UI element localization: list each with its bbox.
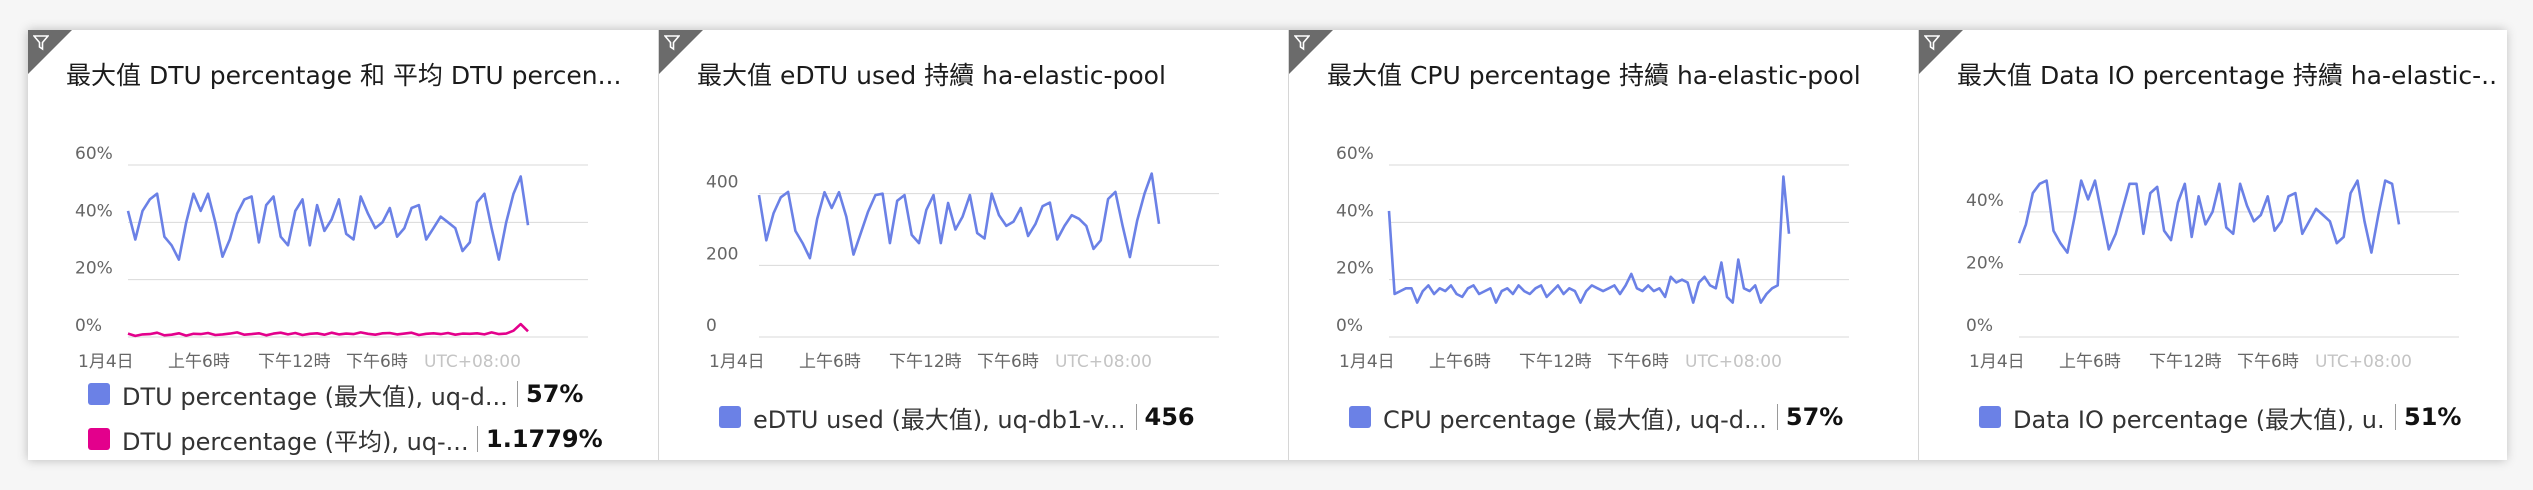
- x-tick-label: 上午6時: [2059, 352, 2121, 372]
- timezone-label: UTC+08:00: [1685, 352, 1782, 372]
- x-tick-label: 下午12時: [258, 352, 331, 372]
- x-tick-label: 下午6時: [346, 352, 408, 372]
- y-tick-label: 0%: [1336, 316, 1363, 336]
- x-tick-label: 上午6時: [168, 352, 230, 372]
- legend-value: 456: [1144, 403, 1195, 431]
- legend-label: DTU percentage (平均), uq-...: [122, 427, 467, 456]
- timezone-label: UTC+08:00: [2315, 352, 2412, 372]
- y-tick-label: 60%: [75, 144, 113, 164]
- legend-item-cpu-max[interactable]: CPU percentage (最大值), uq-d... 57%: [1349, 400, 1843, 434]
- line-chart: 0 200 400 1月4日 上午6時 下午12時 下午6時 UTC+08:00: [706, 172, 1219, 372]
- y-tick-label: 20%: [75, 259, 113, 279]
- chart-tile-cpu[interactable]: 最大值 CPU percentage 持續 ha-elastic-pool 0%…: [1288, 30, 1911, 460]
- chart-tile-dataio[interactable]: 最大值 Data IO percentage 持續 ha-elastic-...…: [1918, 30, 2507, 460]
- series-line: [126, 175, 530, 261]
- chart-tile-dtu[interactable]: 最大值 DTU percentage 和 平均 DTU percen... 0%…: [28, 30, 650, 460]
- x-tick-label: 下午6時: [2237, 352, 2299, 372]
- y-tick-label: 400: [706, 173, 738, 193]
- legend-label: CPU percentage (最大值), uq-d...: [1383, 405, 1767, 434]
- y-tick-label: 20%: [1966, 253, 2004, 273]
- line-chart: 0% 20% 40% 60% 1月4日 上午6時 下午12時 下午6時 UTC+08:00: [1336, 144, 1849, 372]
- x-tick-label: 下午6時: [977, 352, 1039, 372]
- legend-label: eDTU used (最大值), uq-db1-v...: [753, 405, 1126, 434]
- legend-swatch: [1979, 406, 2001, 428]
- x-tick-label: 下午12時: [2149, 352, 2222, 372]
- tile-title: 最大值 eDTU used 持續 ha-elastic-pool: [697, 61, 1166, 90]
- tile-title: 最大值 DTU percentage 和 平均 DTU percen...: [66, 61, 622, 90]
- series-line: [2017, 179, 2401, 254]
- legend-divider: [477, 426, 478, 452]
- legend-item-dataio-max[interactable]: Data IO percentage (最大值), u... 51%: [1979, 400, 2461, 434]
- legend-item-dtu-avg[interactable]: DTU percentage (平均), uq-... 1.1779%: [88, 422, 603, 456]
- x-tick-label: 上午6時: [1429, 352, 1491, 372]
- line-chart: 0% 20% 40% 1月4日 上午6時 下午12時 下午6時 UTC+08:00: [1966, 179, 2459, 372]
- timezone-label: UTC+08:00: [424, 352, 521, 372]
- y-tick-label: 40%: [1966, 191, 2004, 211]
- legend-swatch: [88, 428, 110, 450]
- legend-label: DTU percentage (最大值), uq-d...: [122, 382, 507, 411]
- tile-title: 最大值 CPU percentage 持續 ha-elastic-pool: [1327, 61, 1861, 90]
- legend-divider: [2395, 404, 2396, 430]
- x-tick-label: 1月4日: [709, 352, 765, 372]
- y-tick-label: 0: [706, 316, 717, 336]
- timezone-label: UTC+08:00: [1055, 352, 1152, 372]
- x-tick-label: 下午12時: [889, 352, 962, 372]
- y-tick-label: 20%: [1336, 259, 1374, 279]
- legend-value: 51%: [2404, 403, 2462, 431]
- y-tick-label: 40%: [1336, 201, 1374, 221]
- legend-divider: [1776, 404, 1778, 430]
- x-tick-label: 1月4日: [78, 352, 134, 372]
- legend-value: 57%: [526, 380, 584, 408]
- x-tick-label: 上午6時: [799, 352, 861, 372]
- legend-item-dtu-max[interactable]: DTU percentage (最大值), uq-d... 57%: [88, 377, 583, 411]
- y-tick-label: 60%: [1336, 144, 1374, 164]
- series-line: [1387, 175, 1791, 304]
- legend-swatch: [1349, 406, 1371, 428]
- x-tick-label: 下午12時: [1519, 352, 1592, 372]
- x-tick-label: 1月4日: [1969, 352, 2025, 372]
- dashboard-tiles-strip: 最大值 DTU percentage 和 平均 DTU percen... 0%…: [28, 30, 2507, 460]
- legend-swatch: [88, 383, 110, 405]
- series-line: [127, 322, 529, 338]
- legend-swatch: [719, 406, 741, 428]
- legend-value: 1.1779%: [486, 425, 603, 453]
- legend-value: 57%: [1785, 403, 1844, 431]
- x-tick-label: 1月4日: [1339, 352, 1395, 372]
- legend-item-edtu-max[interactable]: eDTU used (最大值), uq-db1-v... 456: [719, 400, 1195, 434]
- legend-divider: [1135, 404, 1137, 430]
- tile-title: 最大值 Data IO percentage 持續 ha-elastic-...: [1957, 61, 2497, 90]
- y-tick-label: 0%: [1966, 316, 1993, 336]
- y-tick-label: 0%: [75, 316, 102, 336]
- legend-divider: [517, 381, 518, 407]
- line-chart: 0% 20% 40% 60% 1月4日 上午6時 下午12時 下午6時 UTC+08:00: [75, 144, 588, 372]
- y-tick-label: 40%: [75, 201, 113, 221]
- legend-label: Data IO percentage (最大值), u...: [2013, 405, 2385, 434]
- chart-tile-edtu[interactable]: 最大值 eDTU used 持續 ha-elastic-pool 0 200 400…: [658, 30, 1281, 460]
- y-tick-label: 200: [706, 244, 738, 264]
- x-tick-label: 下午6時: [1607, 352, 1669, 372]
- series-line: [757, 172, 1161, 260]
